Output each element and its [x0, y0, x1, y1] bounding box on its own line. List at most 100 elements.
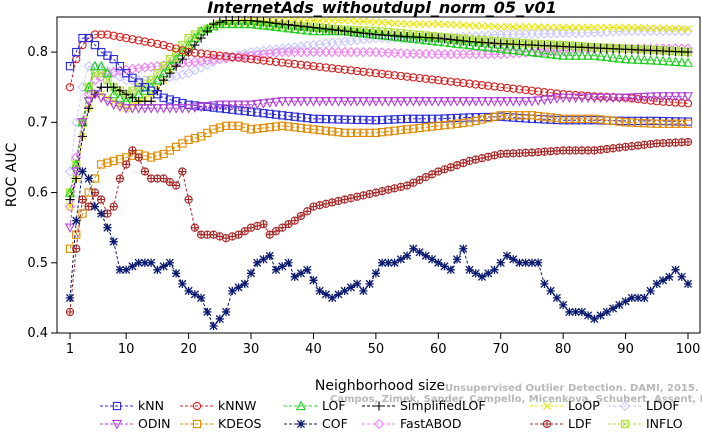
- data-point-odin: [664, 92, 675, 102]
- data-point-lof: [601, 51, 612, 62]
- data-point-ldf: [115, 174, 125, 183]
- data-point-kdeos: [465, 118, 474, 127]
- legend-label: LDOF: [646, 398, 680, 413]
- data-point-loop: [515, 22, 524, 31]
- data-point-lof: [576, 50, 587, 60]
- legend-marker: [295, 400, 307, 411]
- data-point-odin: [289, 97, 300, 107]
- legend-marker: [192, 401, 202, 411]
- data-point-knnw: [334, 64, 343, 74]
- data-point-kdeos: [490, 112, 499, 121]
- data-point-loop: [428, 20, 437, 29]
- data-point-knn: [109, 54, 118, 64]
- watermark-line-1: Unsupervised Outlier Detection. DAMI, 20…: [445, 383, 699, 394]
- data-point-lof: [433, 36, 444, 46]
- x-axis: 1 10 20 30 40 50 60 70 80 90 100: [66, 333, 700, 357]
- data-point-loop: [315, 16, 324, 25]
- data-point-cof: [328, 293, 337, 302]
- data-point-knn: [265, 109, 274, 119]
- data-point-lof: [89, 60, 101, 71]
- data-point-knn: [321, 114, 331, 124]
- data-point-kdeos: [190, 133, 199, 143]
- data-point-knnw: [290, 59, 299, 69]
- data-point-knnw: [515, 85, 524, 94]
- x-tick-label: 30: [243, 342, 260, 357]
- data-point-loop: [577, 23, 586, 32]
- data-point-knnw: [134, 36, 143, 45]
- data-point-kdeos: [427, 122, 437, 131]
- data-point-odin: [576, 93, 587, 104]
- data-point-kdeos: [334, 128, 343, 137]
- data-point-loop: [565, 23, 574, 32]
- data-point-odin: [439, 97, 450, 107]
- legend-item-fastabod: FastABOD: [362, 416, 462, 431]
- data-point-odin: [670, 92, 681, 102]
- data-point-kdeos: [359, 128, 368, 138]
- data-point-odin: [458, 97, 469, 107]
- data-point-kdeos: [377, 128, 387, 137]
- data-point-cof: [509, 255, 518, 264]
- data-point-kdeos: [477, 115, 487, 124]
- data-point-cof: [671, 265, 680, 274]
- legend-marker: [373, 418, 385, 430]
- data-point-ldf: [396, 182, 405, 192]
- data-point-odin: [195, 102, 207, 113]
- data-point-kdeos: [228, 121, 237, 130]
- data-point-knnw: [484, 81, 493, 90]
- data-point-odin: [202, 102, 213, 112]
- data-point-cof: [584, 311, 593, 320]
- data-point-cof: [172, 269, 181, 278]
- data-point-odin: [383, 97, 394, 107]
- data-point-kdeos: [440, 120, 449, 130]
- data-point-lof: [308, 25, 319, 36]
- data-point-knn: [315, 114, 324, 124]
- data-point-kdeos: [571, 114, 580, 123]
- data-point-knnw: [296, 60, 306, 69]
- data-point-ldf: [165, 177, 175, 187]
- data-point-simplifiedlof: [177, 54, 187, 64]
- data-point-kdeos: [409, 124, 418, 133]
- data-point-kdeos: [109, 156, 118, 166]
- legend-label: FastABOD: [400, 416, 462, 431]
- data-point-loop: [521, 22, 530, 31]
- x-tick-label: 20: [180, 342, 197, 357]
- data-point-knnw: [509, 84, 518, 93]
- data-point-lof: [595, 50, 606, 61]
- data-point-cof: [515, 258, 524, 267]
- data-point-cof: [658, 276, 668, 285]
- x-tick-label: 40: [305, 342, 322, 357]
- data-point-loop: [415, 20, 424, 29]
- data-point-knnw: [165, 42, 175, 51]
- data-point-simplifiedlof: [265, 18, 275, 28]
- data-point-lof: [233, 18, 244, 29]
- data-point-odin: [620, 93, 631, 104]
- data-point-knnw: [415, 73, 424, 83]
- data-point-loop: [509, 22, 518, 31]
- data-point-kdeos: [184, 135, 193, 145]
- data-point-knnw: [652, 97, 661, 106]
- data-point-cof: [134, 258, 143, 267]
- data-point-odin: [470, 97, 481, 107]
- data-point-cof: [128, 262, 137, 271]
- data-point-kdeos: [546, 113, 555, 122]
- series-line-kdeos: [69, 114, 688, 249]
- legend-label: LOF: [322, 398, 346, 413]
- data-point-odin: [645, 92, 656, 102]
- data-point-simplifiedlof: [683, 47, 693, 57]
- data-point-knnw: [446, 77, 455, 86]
- data-point-simplifiedlof: [127, 93, 138, 103]
- legend-label: ODIN: [138, 416, 171, 431]
- data-point-knn: [228, 105, 237, 114]
- data-point-simplifiedlof: [296, 21, 306, 31]
- data-point-lof: [639, 54, 650, 65]
- data-point-cof: [521, 258, 530, 267]
- data-point-cof: [409, 244, 418, 253]
- data-point-lof: [657, 55, 669, 66]
- data-point-ldf: [240, 227, 249, 236]
- data-point-kdeos: [221, 121, 231, 130]
- series-line-ldf: [69, 141, 689, 312]
- data-point-kdeos: [658, 119, 668, 128]
- data-point-odin: [395, 97, 406, 107]
- data-point-simplifiedlof: [65, 194, 75, 205]
- data-point-loop: [353, 17, 362, 26]
